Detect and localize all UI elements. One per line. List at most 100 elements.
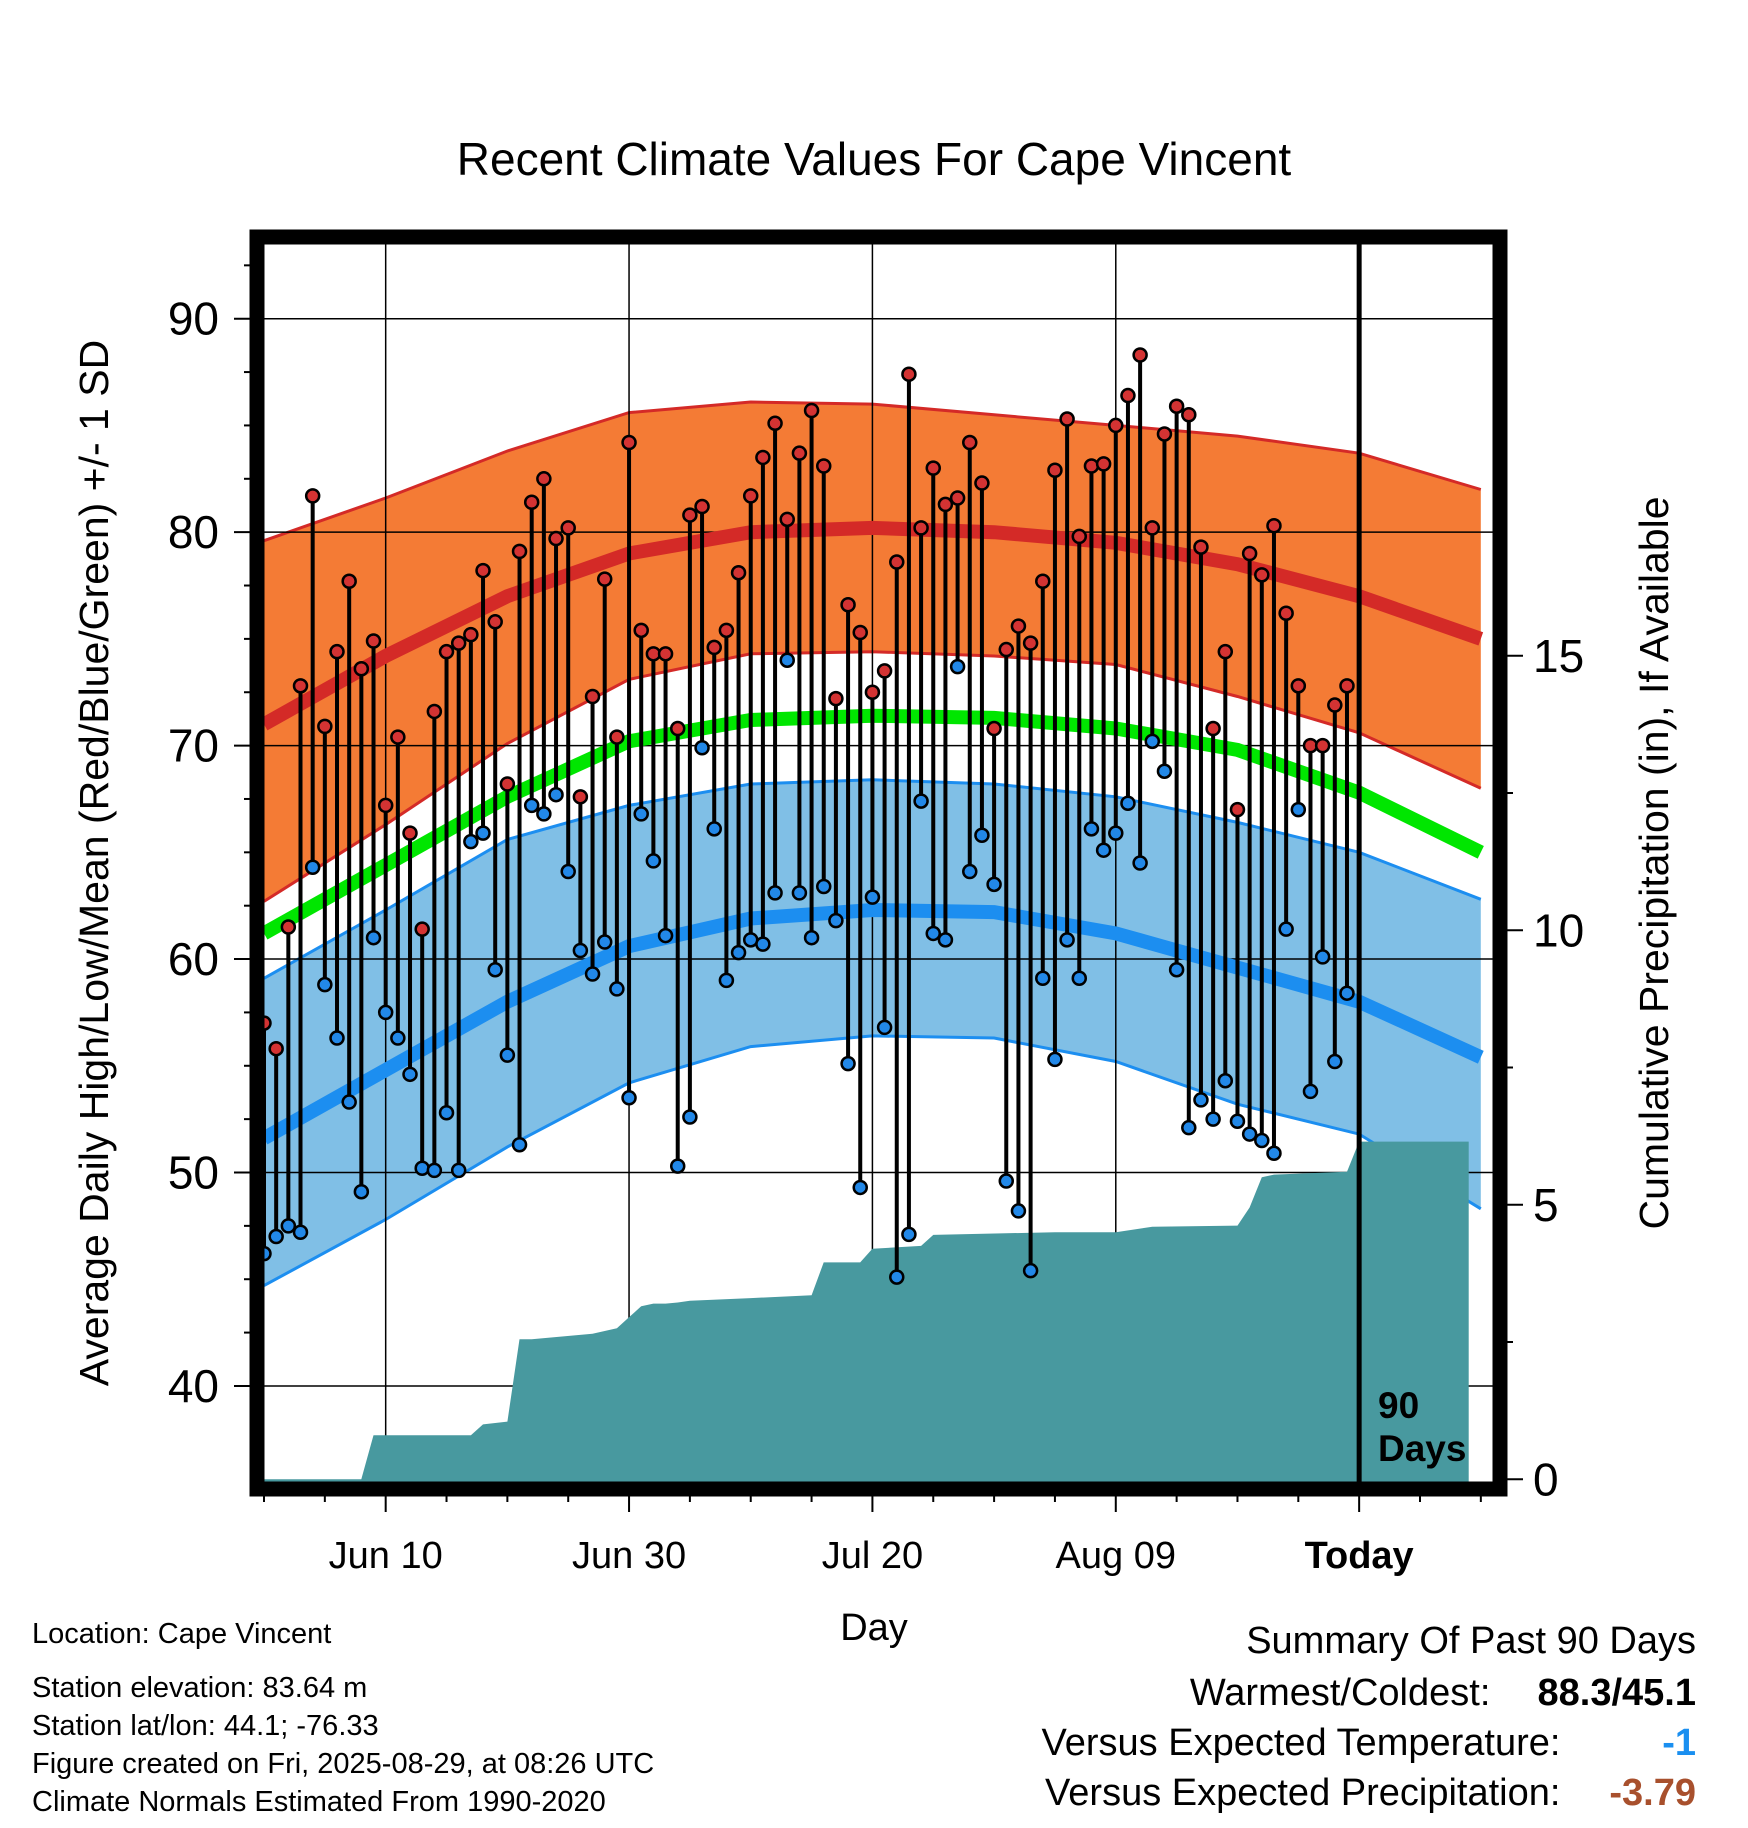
daily-high-marker <box>730 564 747 581</box>
temp-label: Versus Expected Temperature: <box>1041 1722 1561 1764</box>
daily-high-marker <box>402 825 418 841</box>
daily-low-marker <box>475 825 491 841</box>
info-latlon: Station lat/lon: 44.1; -76.33 <box>32 1710 379 1742</box>
daily-low-marker <box>1083 821 1100 837</box>
daily-high-marker <box>1205 720 1221 737</box>
daily-low-marker <box>633 806 649 822</box>
daily-high-marker <box>1047 462 1063 479</box>
daily-low-marker <box>1047 1051 1063 1068</box>
x-tick-label: Today <box>1305 1535 1414 1577</box>
daily-high-marker <box>304 488 321 504</box>
daily-low-marker <box>304 859 321 876</box>
daily-high-marker <box>341 573 357 589</box>
daily-high-marker <box>292 678 309 694</box>
daily-high-marker <box>560 520 576 536</box>
daily-high-marker <box>1314 737 1331 754</box>
daily-low-marker <box>1035 970 1051 987</box>
y-tick-label: 50 <box>168 1147 219 1199</box>
chart-title: Recent Climate Values For Cape Vincent <box>457 133 1292 185</box>
daily-high-marker <box>511 543 528 560</box>
daily-high-marker <box>791 445 808 461</box>
daily-high-marker <box>426 703 443 720</box>
daily-high-marker <box>609 729 625 745</box>
daily-high-marker <box>377 797 394 814</box>
daily-high-marker <box>913 520 929 536</box>
days-annotation: 90 Days <box>1378 1385 1466 1469</box>
daily-low-marker <box>280 1218 297 1234</box>
daily-low-marker <box>1022 1262 1039 1279</box>
y2-axis-label: Cumulative Precipitation (in), If Availa… <box>1631 496 1677 1229</box>
summary-temp-row: Versus Expected Temperature: -1 <box>1042 1722 1696 1765</box>
daily-low-marker <box>1266 1145 1282 1162</box>
daily-low-marker <box>1314 949 1331 965</box>
daily-low-marker <box>706 821 722 837</box>
summary-warmest-row: Warmest/Coldest: 88.3/45.1 <box>1190 1672 1696 1715</box>
precip-label: Versus Expected Precipitation: <box>1045 1772 1561 1814</box>
days-annotation-unit: Days <box>1378 1428 1466 1469</box>
daily-high-marker <box>536 471 552 487</box>
daily-high-marker <box>1120 387 1136 404</box>
daily-high-marker <box>1229 801 1246 818</box>
daily-low-marker <box>450 1162 467 1179</box>
x-tick-label: Jul 20 <box>822 1535 923 1577</box>
daily-low-marker <box>913 793 929 809</box>
daily-low-marker <box>815 878 832 895</box>
daily-low-marker <box>317 976 333 993</box>
daily-high-marker <box>621 434 637 451</box>
daily-high-marker <box>1035 573 1051 589</box>
daily-low-marker <box>1205 1111 1221 1127</box>
daily-high-marker <box>1290 678 1307 694</box>
daily-low-marker <box>292 1224 309 1241</box>
daily-low-marker <box>962 863 978 880</box>
x-axis-label: Day <box>840 1607 908 1649</box>
daily-low-marker <box>621 1090 637 1106</box>
daily-high-marker <box>706 639 722 656</box>
daily-high-marker <box>414 921 430 937</box>
daily-high-marker <box>1010 618 1027 634</box>
daily-high-marker <box>329 643 345 660</box>
daily-high-marker <box>840 596 856 613</box>
daily-high-marker <box>365 633 382 649</box>
daily-high-marker <box>475 562 491 579</box>
daily-high-marker <box>828 690 844 707</box>
daily-low-marker <box>402 1066 418 1083</box>
daily-low-marker <box>803 929 820 946</box>
info-normals: Climate Normals Estimated From 1990-2020 <box>32 1786 606 1818</box>
daily-high-marker <box>1095 456 1112 472</box>
daily-low-marker <box>1071 970 1088 987</box>
daily-low-marker <box>1302 1083 1319 1100</box>
daily-low-marker <box>1278 921 1294 937</box>
daily-low-marker <box>791 885 808 901</box>
y-tick-label: 70 <box>168 720 219 772</box>
daily-high-marker <box>633 622 649 639</box>
y-tick-label: 90 <box>168 293 219 345</box>
daily-low-marker <box>1156 763 1173 779</box>
precipitation-fill <box>264 1141 1469 1482</box>
daily-low-marker <box>365 929 382 946</box>
daily-high-marker <box>523 494 540 511</box>
daily-high-marker <box>1059 411 1075 427</box>
daily-high-marker <box>317 718 333 735</box>
warmest-value: 88.3/45.1 <box>1537 1672 1696 1714</box>
daily-high-marker <box>596 571 613 587</box>
daily-low-marker <box>669 1158 686 1174</box>
daily-low-marker <box>889 1269 905 1285</box>
daily-low-marker <box>901 1226 917 1243</box>
daily-low-marker <box>986 876 1002 893</box>
daily-low-marker <box>755 936 771 952</box>
daily-high-marker <box>584 688 601 705</box>
daily-low-marker <box>1290 801 1307 818</box>
temp-value: -1 <box>1662 1722 1696 1764</box>
y2-tick-label: 15 <box>1533 630 1584 682</box>
daily-low-marker <box>511 1137 528 1153</box>
daily-low-marker <box>1339 985 1355 1001</box>
daily-low-marker <box>499 1047 516 1063</box>
daily-low-marker <box>730 944 747 961</box>
daily-high-marker <box>986 720 1002 737</box>
daily-low-marker <box>1181 1119 1197 1136</box>
daily-high-marker <box>1083 458 1100 474</box>
daily-high-marker <box>1108 417 1124 434</box>
info-created: Figure created on Fri, 2025-08-29, at 08… <box>32 1748 655 1780</box>
x-tick-label: Jun 10 <box>329 1535 443 1577</box>
daily-low-marker <box>876 1019 893 1036</box>
